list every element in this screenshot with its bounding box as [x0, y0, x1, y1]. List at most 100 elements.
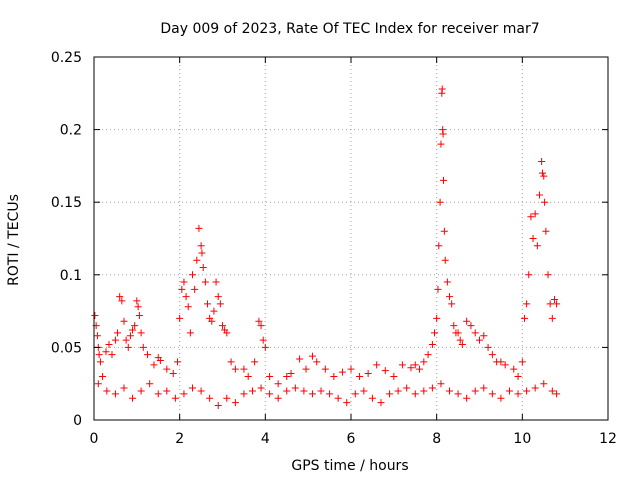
data-point — [227, 358, 235, 366]
data-point — [538, 169, 546, 177]
data-point — [440, 227, 448, 235]
data-point — [176, 314, 184, 322]
data-point — [446, 293, 454, 301]
data-point — [546, 300, 554, 308]
data-point — [251, 358, 259, 366]
data-point — [553, 300, 561, 308]
grid-layer — [94, 57, 608, 420]
data-point — [150, 361, 158, 369]
data-point — [440, 176, 448, 184]
data-point — [484, 343, 492, 351]
data-point — [514, 372, 522, 380]
data-point — [435, 242, 443, 250]
data-point — [193, 256, 201, 264]
data-point — [488, 390, 496, 398]
data-point — [91, 311, 99, 319]
data-point — [542, 227, 550, 235]
data-point — [214, 293, 222, 301]
x-tick-label: 4 — [261, 431, 270, 447]
data-point — [120, 317, 128, 325]
data-point — [102, 348, 110, 356]
data-point — [114, 329, 122, 337]
y-tick-label: 0 — [73, 413, 82, 429]
data-point — [373, 361, 381, 369]
data-point — [302, 365, 310, 373]
data-point — [171, 394, 179, 402]
data-point — [394, 387, 402, 395]
data-point — [206, 394, 214, 402]
data-point — [398, 361, 406, 369]
data-point — [134, 303, 142, 311]
data-point — [434, 285, 442, 293]
data-point — [244, 372, 252, 380]
x-tick-label: 8 — [432, 431, 441, 447]
data-point — [287, 370, 295, 378]
data-point — [407, 364, 415, 372]
data-point — [471, 387, 479, 395]
data-point — [463, 394, 471, 402]
data-point — [257, 322, 265, 330]
data-point — [520, 314, 528, 322]
data-point — [223, 329, 231, 337]
data-point — [505, 387, 513, 395]
data-point — [137, 329, 145, 337]
x-tick-label: 10 — [513, 431, 531, 447]
data-point — [510, 365, 518, 373]
data-point — [223, 394, 231, 402]
data-point — [96, 358, 104, 366]
data-point — [180, 390, 188, 398]
data-point — [180, 278, 188, 286]
data-point — [156, 356, 164, 364]
data-point — [548, 314, 556, 322]
data-point — [386, 390, 394, 398]
data-point — [377, 399, 385, 407]
data-point — [488, 351, 496, 359]
data-point — [174, 358, 182, 366]
data-point — [544, 271, 552, 279]
data-point — [308, 352, 316, 360]
data-point — [116, 293, 124, 301]
data-point — [540, 380, 548, 388]
data-point — [467, 322, 475, 330]
data-point — [347, 365, 355, 373]
data-point — [214, 401, 222, 409]
data-point — [330, 372, 338, 380]
data-point — [480, 332, 488, 340]
data-point — [169, 370, 177, 378]
data-point — [259, 336, 267, 344]
data-point — [437, 140, 445, 148]
data-point — [501, 361, 509, 369]
data-point — [201, 278, 209, 286]
data-point — [120, 384, 128, 392]
data-point — [308, 390, 316, 398]
data-point — [533, 242, 541, 250]
data-point — [99, 372, 107, 380]
data-point — [356, 372, 364, 380]
data-point — [411, 361, 419, 369]
x-tick-label: 2 — [175, 431, 184, 447]
data-point — [454, 329, 462, 337]
data-point — [538, 158, 546, 166]
data-point — [523, 387, 531, 395]
data-point — [111, 336, 119, 344]
data-point — [450, 322, 458, 330]
data-point — [126, 332, 134, 340]
data-point — [497, 394, 505, 402]
data-point — [525, 271, 533, 279]
data-point — [163, 365, 171, 373]
data-point — [390, 372, 398, 380]
data-point — [458, 340, 466, 348]
data-point — [529, 235, 537, 242]
data-point — [436, 198, 444, 206]
axis-ticks — [93, 56, 609, 421]
data-point — [231, 365, 239, 373]
data-point — [527, 213, 535, 221]
data-point — [216, 300, 224, 308]
data-point — [437, 380, 445, 388]
data-point — [210, 307, 218, 315]
data-point — [360, 387, 368, 395]
data-point — [108, 351, 116, 359]
data-point — [94, 380, 102, 388]
